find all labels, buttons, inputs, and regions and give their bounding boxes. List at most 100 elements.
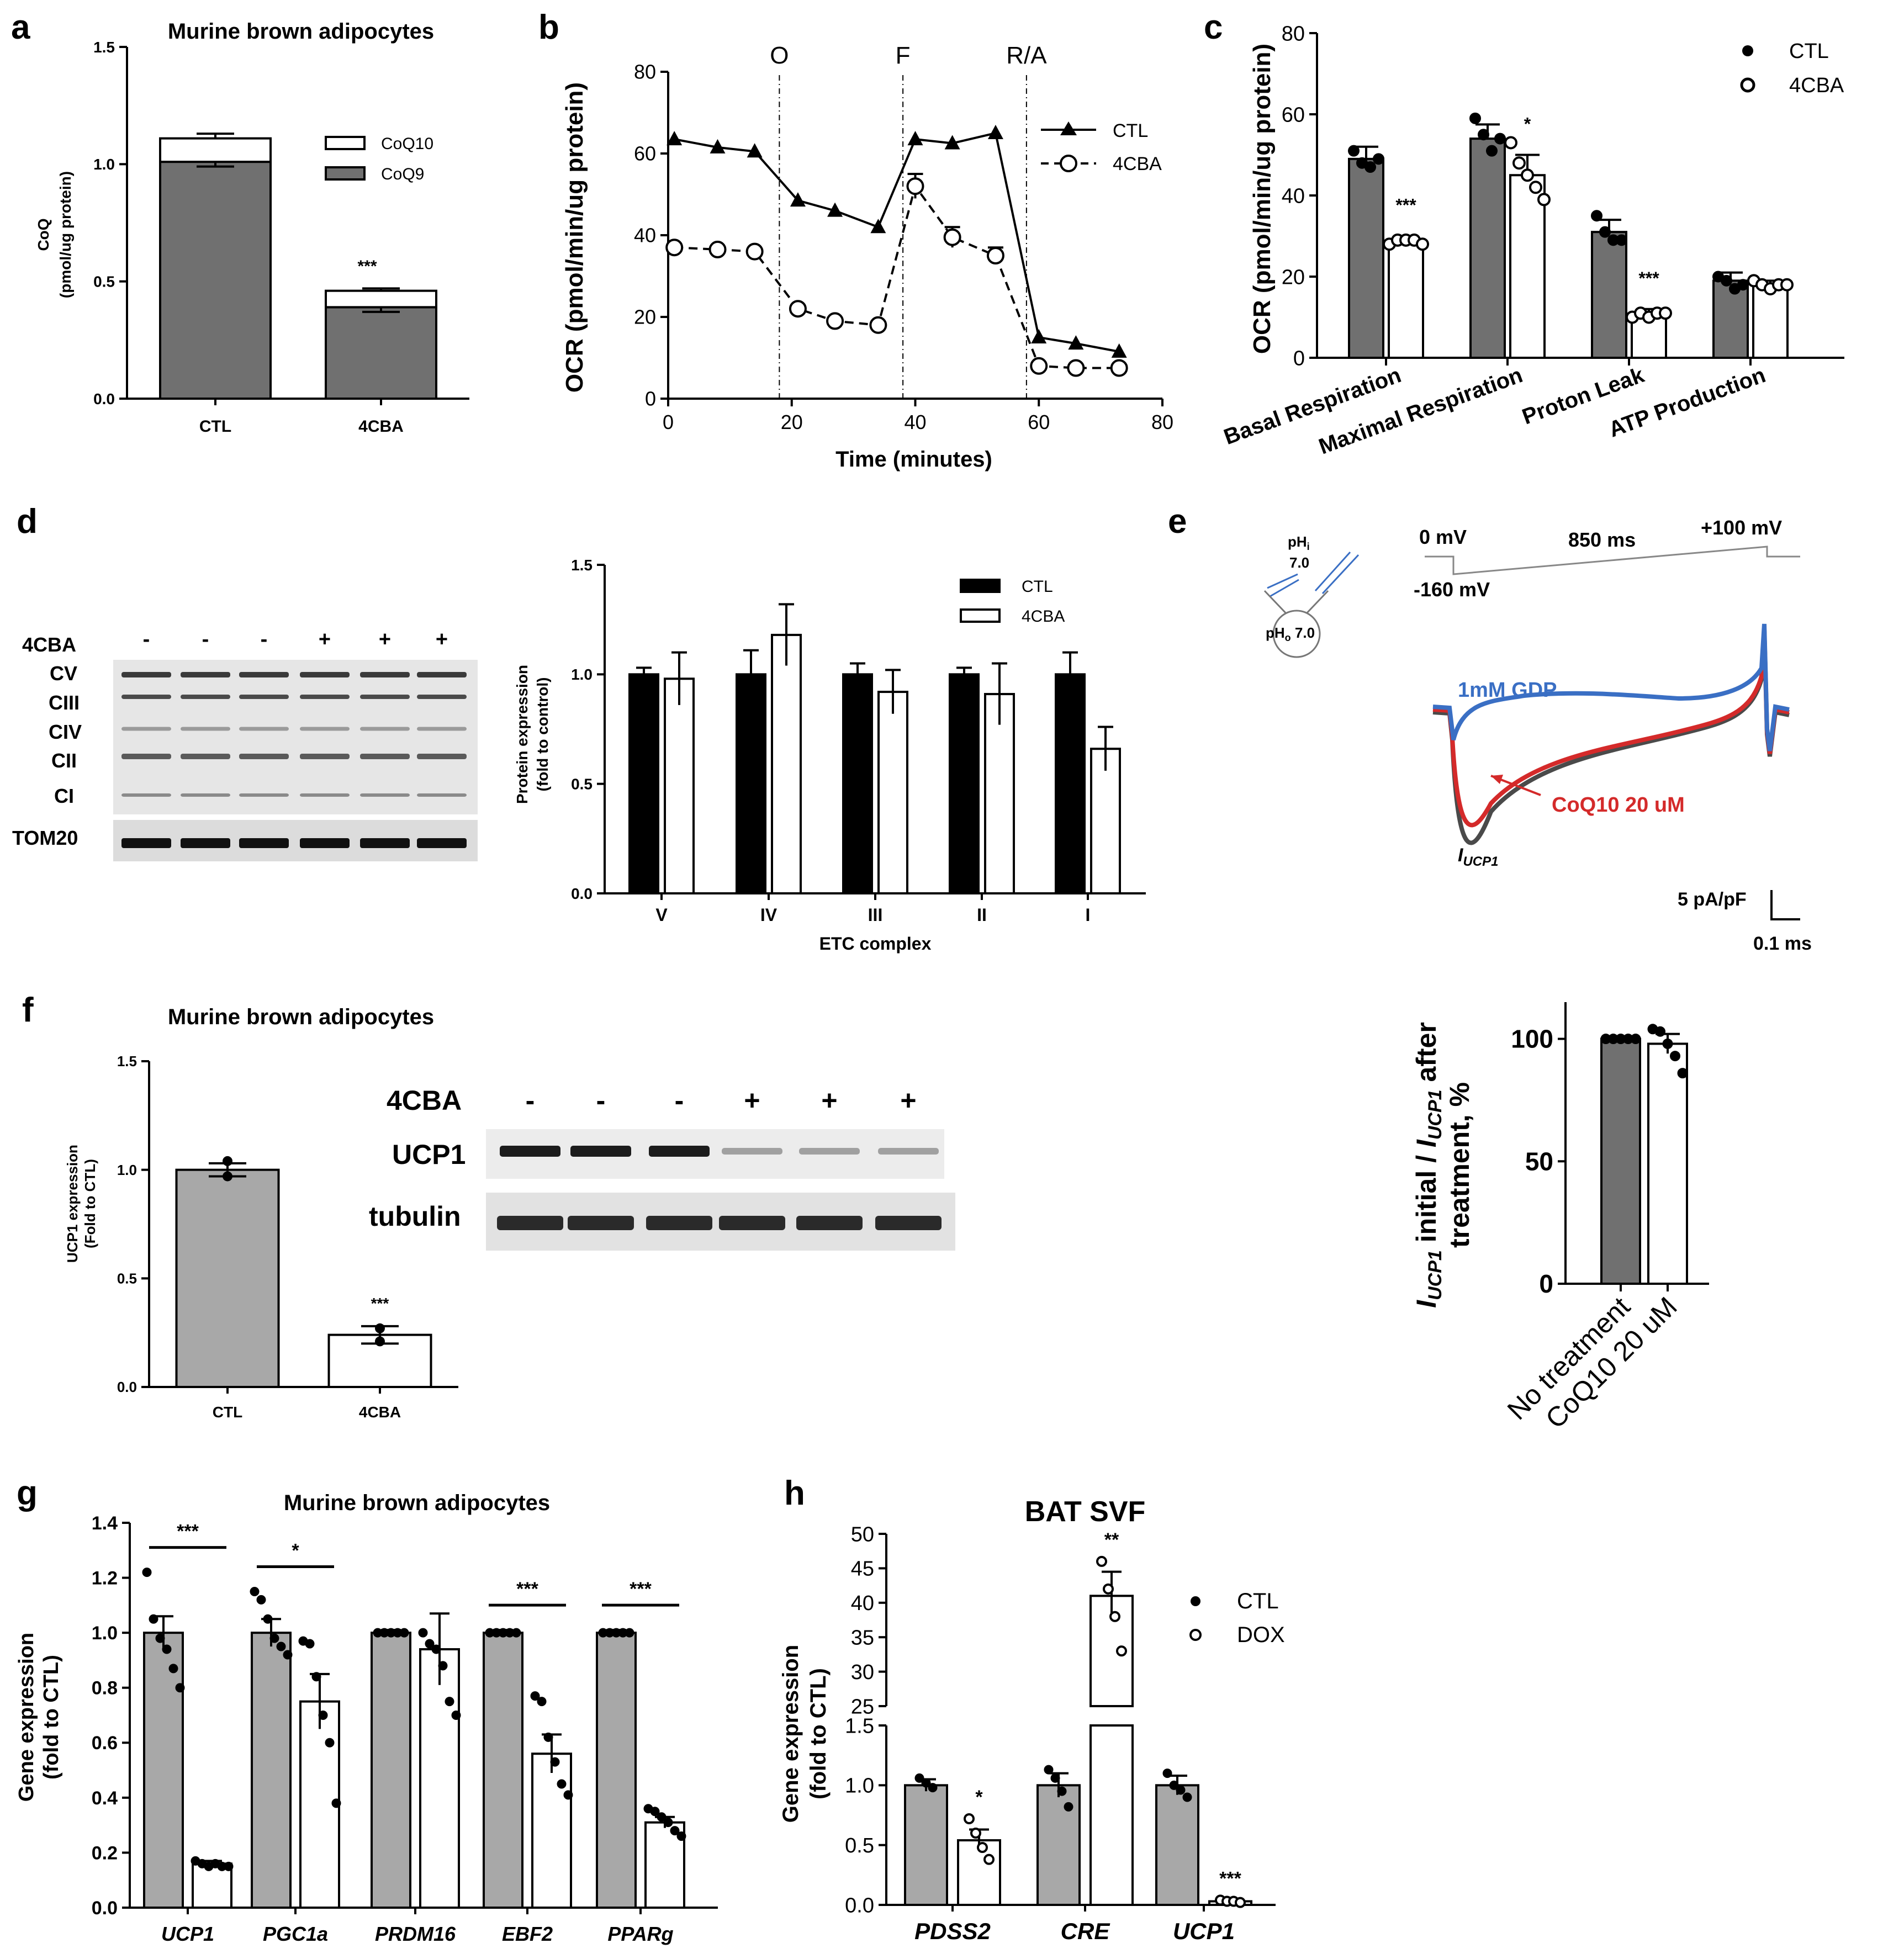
panel-h-bar-ctl-pdss2 <box>904 1784 948 1906</box>
panel-g-y-tick-label: 0.0 <box>92 1898 118 1919</box>
panel-h-sig-ucp1: *** <box>1219 1868 1241 1889</box>
panel-d-bar-ctl-ii <box>949 673 980 895</box>
panel-c-point-4cba <box>1537 193 1551 207</box>
panel-g-point-4cba <box>537 1697 547 1707</box>
panel-h-chart: BAT SVF Gene expression (fold to CTL) 0.… <box>779 1496 1285 1944</box>
panel-b-point-4cba <box>826 312 844 330</box>
panel-d-bar-4cba-v <box>664 677 695 895</box>
panel-d-legend-ctl-swatch <box>960 579 1001 593</box>
panel-d-band-tom20 <box>417 838 467 848</box>
panel-c-legend-ctl-marker <box>1742 45 1753 56</box>
panel-g-bar-ctl-pparg <box>596 1632 637 1909</box>
panel-d-band-tom20 <box>121 838 171 848</box>
panel-f-x-label-4cba: 4CBA <box>359 1404 401 1421</box>
panel-h-point-dox <box>964 1813 975 1824</box>
panel-b-point-4cba <box>1030 357 1048 375</box>
panel-f-lane-sign: - <box>596 1085 606 1116</box>
panel-g-y-tick-label: 0.6 <box>92 1733 118 1754</box>
panel-a-x-label-4cba: 4CBA <box>358 417 404 436</box>
panel-e-bar-chart: IUCP1 initial / IUCP1 after treatment, %… <box>1411 1002 1709 1434</box>
panel-b-point-4cba <box>986 247 1004 264</box>
panel-g-y-tick-label: 1.4 <box>92 1513 118 1534</box>
panel-b-x-tick-label: 60 <box>1028 411 1050 433</box>
panel-g-point-ctl <box>276 1642 286 1651</box>
panel-g-point-4cba <box>311 1672 321 1682</box>
trace-gdp-label: 1mM GDP <box>1458 679 1557 702</box>
panel-h-sig-pdss2: * <box>975 1787 983 1808</box>
panel-label-h: h <box>784 1474 805 1512</box>
pipette-icon-right <box>1314 551 1360 595</box>
panel-e-y-tick-label: 50 <box>1525 1147 1553 1176</box>
panel-g-bar-4cba-ucp1 <box>192 1862 232 1909</box>
panel-a-bar-coq9-ctl <box>159 161 272 400</box>
panel-d-band-civ <box>417 727 467 731</box>
panel-d-row-cv: CV <box>50 662 77 685</box>
panel-g-point-ctl <box>250 1586 260 1596</box>
panel-f-row-tubulin: tubulin <box>369 1201 461 1232</box>
panel-b-y-tick-label: 40 <box>634 224 656 247</box>
panel-a-title: Murine brown adipocytes <box>168 19 434 44</box>
panel-e-point-coq10-20-um <box>1670 1051 1680 1062</box>
panel-a-ylabel-1: CoQ <box>35 218 52 251</box>
panel-h-lower-y-tick-label: 0.0 <box>845 1894 874 1917</box>
panel-g-point-ctl <box>263 1614 273 1624</box>
panel-h-point-dox <box>1109 1611 1120 1622</box>
panel-label-a: a <box>11 8 30 46</box>
panel-c-point-4cba <box>1521 168 1534 182</box>
panel-d-band-ci <box>417 793 467 797</box>
panel-d-band-ciii <box>360 695 410 699</box>
panel-f-band-ucp1 <box>878 1148 939 1155</box>
panel-g-point-ctl <box>162 1644 172 1654</box>
panel-g-x-label-pparg: PPARg <box>607 1923 673 1945</box>
panel-d-band-cii <box>300 754 350 759</box>
panel-g-point-4cba <box>557 1779 567 1789</box>
panel-b-point-4cba <box>745 242 764 261</box>
panel-b-point-4cba <box>665 239 684 257</box>
panel-g-point-4cba <box>657 1812 667 1822</box>
panel-g-point-4cba <box>325 1738 335 1748</box>
panel-d-chart: Protein expression (fold to control) ETC… <box>514 557 1146 954</box>
panel-d-band-cv <box>360 672 410 677</box>
panel-f-lane-sign: - <box>675 1085 684 1116</box>
panel-d-band-cv <box>181 672 230 677</box>
panel-g-point-4cba <box>451 1711 461 1720</box>
panel-b-point-4cba <box>708 240 727 258</box>
panel-g-point-4cba <box>438 1661 448 1671</box>
panel-h-bar-ctl-cre <box>1036 1784 1081 1906</box>
panel-b-point-ctl <box>790 192 806 207</box>
panel-g-bar-ctl-pgc1a <box>251 1632 292 1909</box>
panel-c-y-tick-label: 40 <box>1282 184 1305 208</box>
panel-h-point-ctl <box>921 1778 931 1788</box>
scale-y-label: 5 pA/pF <box>1678 889 1747 910</box>
panel-d-blot-membrane <box>113 660 478 814</box>
panel-a-legend-coq10-swatch <box>325 136 366 150</box>
panel-d-western-blot: 4CBA - - - + + + CV CIII CIV CII CI TOM20 <box>12 628 478 861</box>
panel-c-point-ctl <box>1364 161 1376 173</box>
panel-h-legend-dox-marker <box>1189 1629 1202 1641</box>
panel-h-point-ctl <box>928 1783 938 1793</box>
panel-a-legend-coq9-swatch <box>325 166 366 181</box>
panel-e-point-coq10-20-um <box>1662 1038 1673 1049</box>
panel-c-point-ctl <box>1599 226 1611 238</box>
panel-d-x-label-iii: III <box>868 905 883 925</box>
panel-a-x-label-ctl: CTL <box>199 417 231 436</box>
panel-b-legend-4cba-label: 4CBA <box>1113 153 1162 174</box>
panel-h-lower-y-tick-label: 1.0 <box>845 1775 874 1798</box>
panel-g-point-ctl <box>142 1568 152 1577</box>
panel-h-point-dox <box>1103 1583 1114 1595</box>
panel-g-point-ctl <box>269 1633 279 1643</box>
panel-b-chart: OCR (pmol/min/ug protein) Time (minutes)… <box>561 42 1173 472</box>
panel-d-band-civ <box>239 727 289 731</box>
panel-b-point-4cba <box>906 177 924 195</box>
panel-h-legend-dox-label: DOX <box>1237 1623 1285 1647</box>
panel-b-point-ctl <box>987 125 1003 139</box>
panel-d-band-cii <box>121 754 171 759</box>
panel-g-chart: Murine brown adipocytes Gene expression … <box>15 1491 718 1945</box>
panel-g-point-4cba <box>530 1691 540 1701</box>
ph-i-value: 7.0 <box>1289 554 1309 571</box>
panel-c-legend-4cba-label: 4CBA <box>1789 74 1844 97</box>
panel-f-chart: Murine brown adipocytes UCP1 expression … <box>64 1005 458 1421</box>
panel-g-point-ctl <box>511 1628 521 1638</box>
panel-g-point-4cba <box>550 1757 560 1767</box>
scale-x-label: 0.1 ms <box>1753 933 1812 954</box>
